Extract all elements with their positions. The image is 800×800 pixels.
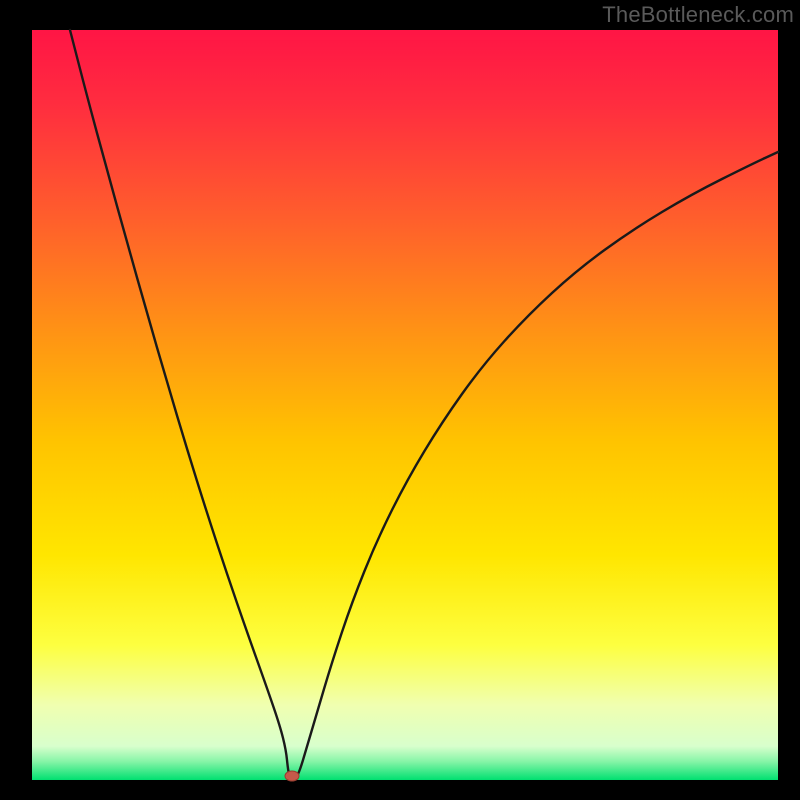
watermark-text: TheBottleneck.com [602, 2, 794, 28]
plot-background [32, 30, 778, 780]
chart-frame [0, 0, 800, 800]
chart-svg [0, 0, 800, 800]
minimum-marker [285, 771, 299, 781]
